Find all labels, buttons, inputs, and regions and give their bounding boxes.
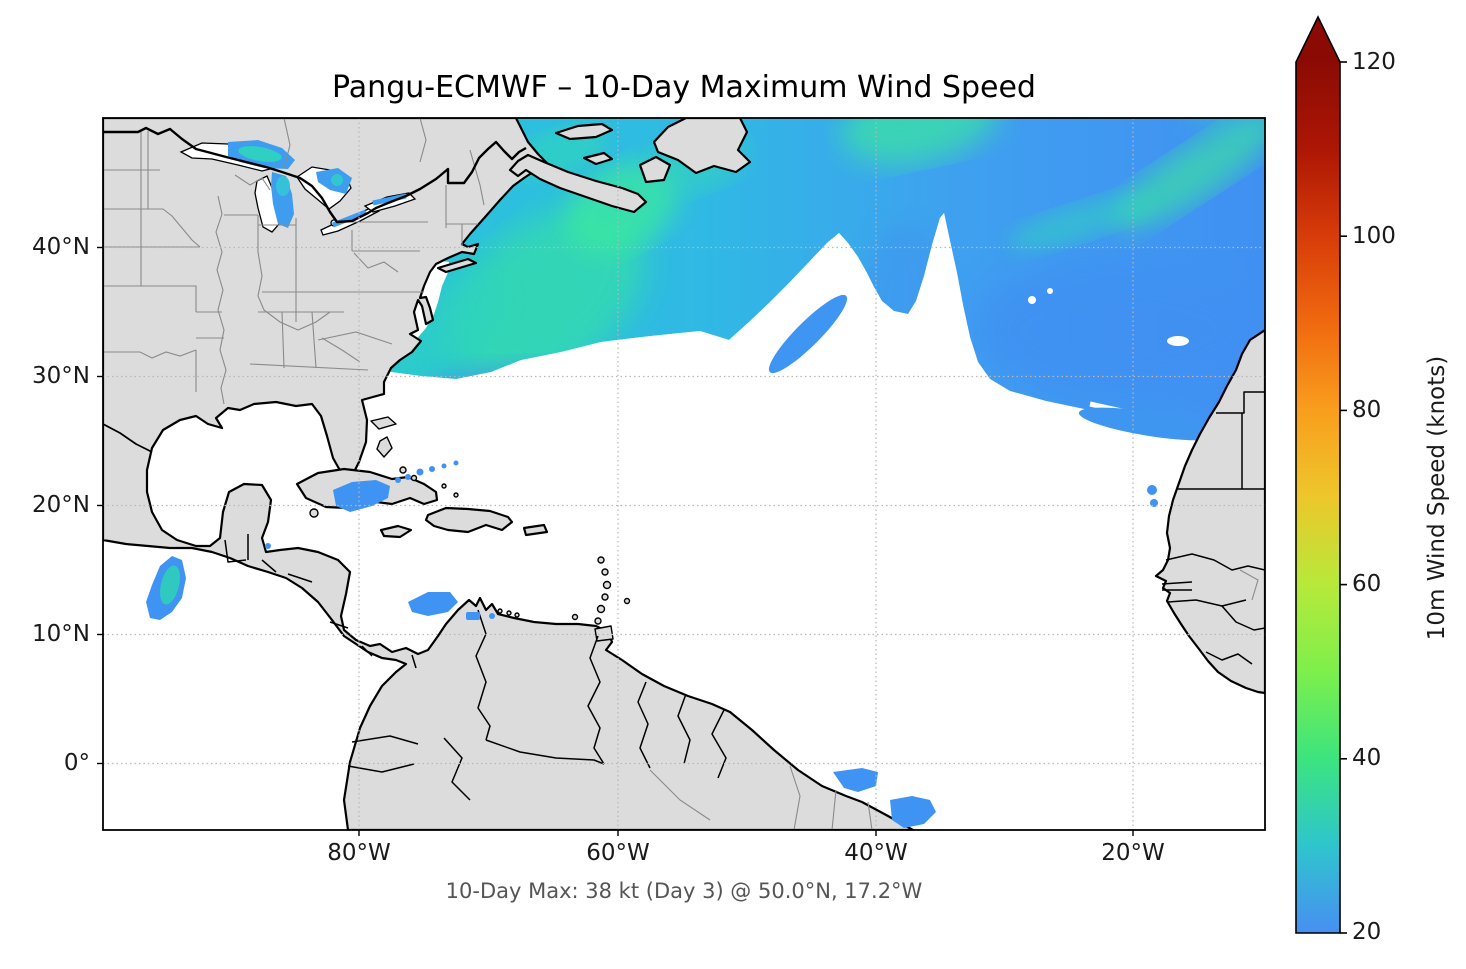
y-tick-label: 40°N xyxy=(32,234,90,260)
country-borders xyxy=(103,126,1265,801)
plot-border xyxy=(102,117,1266,831)
colorbar-axis-label: 10m Wind Speed (knots) xyxy=(1424,355,1450,641)
colorbar-tick-label: 20 xyxy=(1352,919,1382,945)
colorbar xyxy=(1295,15,1347,934)
x-tick-label: 20°W xyxy=(1101,840,1165,866)
x-tick-label: 80°W xyxy=(327,840,391,866)
colorbar-tick-label: 100 xyxy=(1352,223,1396,249)
annotation-text: 10-Day Max: 38 kt (Day 3) @ 50.0°N, 17.2… xyxy=(445,879,923,903)
colorbar-tick-label: 80 xyxy=(1352,397,1382,423)
colorbar-tick-label: 120 xyxy=(1352,49,1396,75)
axis-ticks xyxy=(97,246,1134,836)
state-borders xyxy=(103,118,1259,830)
y-tick-label: 20°N xyxy=(32,492,90,518)
x-tick-label: 60°W xyxy=(586,840,650,866)
puerto-rico xyxy=(522,523,549,537)
hispaniola xyxy=(424,506,514,534)
cape-breton xyxy=(638,155,672,184)
jamaica xyxy=(379,524,413,539)
colorbar-tick-label: 60 xyxy=(1352,571,1382,597)
y-tick-label: 30°N xyxy=(32,363,90,389)
colorbar-gradient xyxy=(1295,15,1341,934)
colorbar-tick-label: 40 xyxy=(1352,745,1382,771)
page-title: Pangu-ECMWF – 10-Day Maximum Wind Speed xyxy=(332,70,1036,105)
americas-mainland xyxy=(103,118,915,830)
nova-scotia xyxy=(508,153,648,214)
long-island xyxy=(436,257,478,274)
lesser-antilles xyxy=(497,556,631,642)
ocean-wind-patches xyxy=(146,460,1158,828)
isle-of-youth xyxy=(309,508,319,518)
bahamas xyxy=(370,416,459,498)
y-tick-label: 10°N xyxy=(32,621,90,647)
x-tick-label: 40°W xyxy=(844,840,908,866)
anticosti-island xyxy=(554,122,614,141)
prince-edward-island xyxy=(582,151,614,166)
detached-wind-streak xyxy=(768,294,848,374)
gridlines xyxy=(103,118,1265,830)
y-tick-label: 0° xyxy=(63,750,90,776)
colorbar-ticks xyxy=(1340,61,1347,934)
detached-wind-streak-africa xyxy=(1078,407,1222,441)
newfoundland xyxy=(652,118,752,175)
